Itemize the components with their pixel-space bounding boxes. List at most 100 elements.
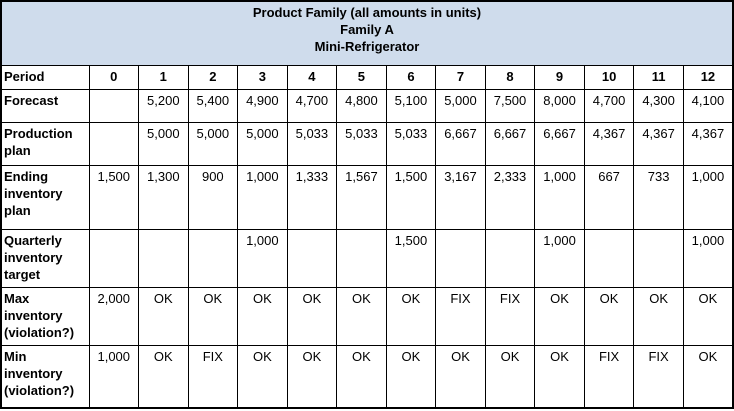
value-cell: OK — [336, 287, 387, 346]
value-cell — [633, 229, 684, 288]
value-cell: 5,000 — [138, 122, 189, 166]
value-cell: 5,000 — [187, 122, 239, 166]
table-row: Production plan 5,000 5,000 5,000 5,033 5,033… — [0, 122, 734, 166]
value-cell: 5,000 — [237, 122, 288, 166]
period-header-row: Period 0 1 2 3 4 5 6 7 8 9 10 11 12 — [0, 65, 734, 90]
period-cell: 3 — [237, 65, 288, 90]
row-label: Max inventory (violation?) — [0, 287, 90, 346]
value-cell: 4,800 — [336, 89, 387, 123]
value-cell: 1,500 — [88, 165, 140, 230]
period-cell: 9 — [534, 65, 585, 90]
value-cell: FIX — [633, 345, 684, 408]
value-cell: 1,000 — [88, 345, 140, 408]
value-cell: 1,567 — [336, 165, 387, 230]
value-cell: 1,000 — [682, 229, 734, 288]
value-cell: OK — [583, 287, 635, 346]
table-row: Ending inventory plan 1,500 1,300 900 1,000 1… — [0, 165, 734, 230]
value-cell: OK — [237, 345, 288, 408]
value-cell: OK — [682, 287, 734, 346]
value-cell: 4,100 — [682, 89, 734, 123]
table-row: Min inventory (violation?) 1,000 OK FIX OK OK… — [0, 345, 734, 408]
value-cell: FIX — [583, 345, 635, 408]
value-cell: OK — [385, 287, 437, 346]
value-cell: FIX — [484, 287, 536, 346]
value-cell: OK — [682, 345, 734, 408]
value-cell: OK — [385, 345, 437, 408]
period-cell: 12 — [682, 65, 734, 90]
title-line-2: Family A — [340, 22, 394, 37]
value-cell: 1,500 — [385, 165, 437, 230]
value-cell: 667 — [583, 165, 635, 230]
value-cell: 6,667 — [484, 122, 536, 166]
value-cell — [286, 229, 338, 288]
value-cell: 4,300 — [633, 89, 684, 123]
table-row: Forecast 5,200 5,400 4,900 4,700 4,800 5,100 5,… — [0, 89, 734, 123]
value-cell: FIX — [435, 287, 486, 346]
value-cell: 8,000 — [534, 89, 585, 123]
value-cell: 1,000 — [534, 229, 585, 288]
value-cell: OK — [484, 345, 536, 408]
value-cell: 5,033 — [286, 122, 338, 166]
period-cell: 11 — [633, 65, 684, 90]
table-header-row: Product Family (all amounts in units) Fa… — [0, 0, 734, 66]
value-cell: 2,333 — [484, 165, 536, 230]
table-row: Max inventory (violation?) 2,000 OK OK OK OK O… — [0, 287, 734, 346]
value-cell: OK — [286, 287, 338, 346]
value-cell: 4,900 — [237, 89, 288, 123]
value-cell — [88, 122, 140, 166]
value-cell: 1,000 — [237, 229, 288, 288]
value-cell: 1,300 — [138, 165, 189, 230]
period-cell: 7 — [435, 65, 486, 90]
value-cell: OK — [187, 287, 239, 346]
value-cell: OK — [286, 345, 338, 408]
value-cell: OK — [237, 287, 288, 346]
value-cell: 1,333 — [286, 165, 338, 230]
period-cell: 10 — [583, 65, 635, 90]
period-cell: 8 — [484, 65, 536, 90]
value-cell: 1,000 — [534, 165, 585, 230]
value-cell: OK — [435, 345, 486, 408]
value-cell: 5,033 — [336, 122, 387, 166]
value-cell: 2,000 — [88, 287, 140, 346]
row-label: Production plan — [0, 122, 90, 166]
value-cell: 4,367 — [682, 122, 734, 166]
value-cell — [336, 229, 387, 288]
period-cell: 0 — [88, 65, 140, 90]
value-cell: OK — [633, 287, 684, 346]
value-cell: 733 — [633, 165, 684, 230]
value-cell: 5,100 — [385, 89, 437, 123]
value-cell: 5,033 — [385, 122, 437, 166]
period-cell: 2 — [187, 65, 239, 90]
value-cell: 4,367 — [583, 122, 635, 166]
row-label: Min inventory (violation?) — [0, 345, 90, 408]
value-cell: OK — [534, 287, 585, 346]
value-cell: 6,667 — [435, 122, 486, 166]
value-cell — [187, 229, 239, 288]
value-cell: 900 — [187, 165, 239, 230]
value-cell — [138, 229, 189, 288]
value-cell: 4,367 — [633, 122, 684, 166]
title-line-1: Product Family (all amounts in units) — [252, 5, 482, 20]
value-cell: 7,500 — [484, 89, 536, 123]
table-title: Product Family (all amounts in units) Fa… — [0, 0, 734, 66]
value-cell: 1,000 — [682, 165, 734, 230]
value-cell — [484, 229, 536, 288]
value-cell: 4,700 — [583, 89, 635, 123]
value-cell — [583, 229, 635, 288]
value-cell: 5,400 — [187, 89, 239, 123]
value-cell: OK — [534, 345, 585, 408]
row-label: Period — [0, 65, 90, 90]
value-cell — [88, 229, 140, 288]
period-cell: 5 — [336, 65, 387, 90]
value-cell: 1,000 — [237, 165, 288, 230]
value-cell — [435, 229, 486, 288]
period-cell: 4 — [286, 65, 338, 90]
value-cell: 4,700 — [286, 89, 338, 123]
row-label: Forecast — [0, 89, 90, 123]
value-cell: OK — [336, 345, 387, 408]
value-cell — [88, 89, 140, 123]
value-cell: 3,167 — [435, 165, 486, 230]
